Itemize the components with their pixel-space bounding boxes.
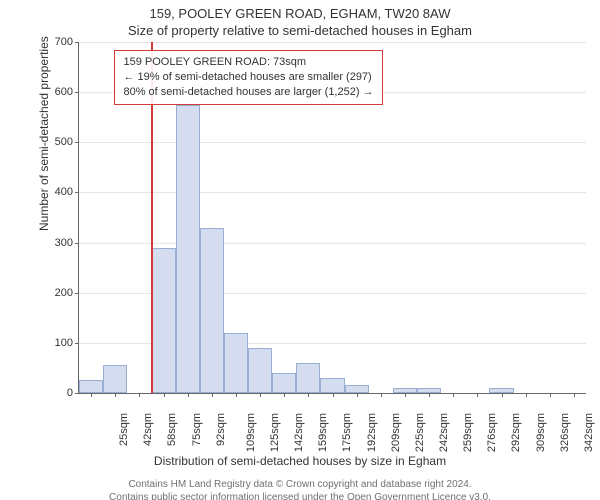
xtick-mark	[260, 393, 261, 397]
ytick-label: 400	[55, 186, 79, 198]
bar	[345, 385, 369, 393]
xtick-mark	[550, 393, 551, 397]
xtick-label: 58sqm	[166, 413, 178, 446]
xtick-label: 292sqm	[510, 413, 522, 452]
footer-line: Contains HM Land Registry data © Crown c…	[0, 478, 600, 491]
bar	[248, 348, 272, 393]
xtick-label: 309sqm	[535, 413, 547, 452]
xtick-label: 175sqm	[341, 413, 353, 452]
xtick-mark	[308, 393, 309, 397]
bar	[272, 373, 296, 393]
xtick-label: 276sqm	[486, 413, 498, 452]
xtick-mark	[453, 393, 454, 397]
xtick-label: 342sqm	[583, 413, 595, 452]
xtick-mark	[429, 393, 430, 397]
ytick-label: 100	[55, 337, 79, 349]
chart-container: 159, POOLEY GREEN ROAD, EGHAM, TW20 8AW …	[0, 6, 600, 500]
info-box-line: 159 POOLEY GREEN ROAD: 73sqm	[123, 55, 373, 70]
xtick-label: 75sqm	[191, 413, 203, 446]
bar	[224, 333, 248, 393]
xtick-label: 259sqm	[462, 413, 474, 452]
ytick-label: 0	[67, 387, 79, 399]
xtick-label: 42sqm	[142, 413, 154, 446]
ytick-label: 500	[55, 136, 79, 148]
xtick-label: 159sqm	[317, 413, 329, 452]
xtick-label: 92sqm	[215, 413, 227, 446]
ytick-label: 200	[55, 287, 79, 299]
page-subtitle: Size of property relative to semi-detach…	[0, 23, 600, 38]
xtick-mark	[526, 393, 527, 397]
xtick-mark	[164, 393, 165, 397]
xtick-mark	[188, 393, 189, 397]
bar	[79, 380, 103, 393]
xtick-mark	[333, 393, 334, 397]
info-box: 159 POOLEY GREEN ROAD: 73sqm← 19% of sem…	[114, 50, 382, 105]
xtick-mark	[574, 393, 575, 397]
xtick-mark	[502, 393, 503, 397]
xtick-mark	[381, 393, 382, 397]
xtick-mark	[236, 393, 237, 397]
xtick-mark	[405, 393, 406, 397]
gridline	[79, 243, 586, 244]
xtick-label: 192sqm	[366, 413, 378, 452]
xtick-mark	[477, 393, 478, 397]
page-title: 159, POOLEY GREEN ROAD, EGHAM, TW20 8AW	[0, 6, 600, 21]
ytick-label: 600	[55, 86, 79, 98]
plot-area: 010020030040050060070025sqm42sqm58sqm75s…	[78, 42, 586, 394]
xtick-label: 142sqm	[293, 413, 305, 452]
info-box-line: 80% of semi-detached houses are larger (…	[123, 85, 373, 100]
footer-line: Contains public sector information licen…	[0, 491, 600, 500]
gridline	[79, 42, 586, 43]
xtick-mark	[357, 393, 358, 397]
xtick-mark	[212, 393, 213, 397]
bar	[151, 248, 175, 393]
xtick-label: 225sqm	[414, 413, 426, 452]
xtick-mark	[115, 393, 116, 397]
chart-area: Number of semi-detached properties 01002…	[52, 42, 586, 420]
bar	[176, 105, 200, 393]
gridline	[79, 142, 586, 143]
y-axis-title: Number of semi-detached properties	[37, 36, 51, 231]
ytick-label: 300	[55, 237, 79, 249]
xtick-mark	[284, 393, 285, 397]
xtick-mark	[91, 393, 92, 397]
bar	[200, 228, 224, 393]
gridline	[79, 192, 586, 193]
ytick-label: 700	[55, 36, 79, 48]
bar	[103, 365, 127, 393]
bar	[296, 363, 320, 393]
xtick-label: 242sqm	[438, 413, 450, 452]
xtick-label: 326sqm	[559, 413, 571, 452]
xtick-label: 209sqm	[390, 413, 402, 452]
info-box-line: ← 19% of semi-detached houses are smalle…	[123, 70, 373, 85]
xtick-label: 25sqm	[118, 413, 130, 446]
xtick-label: 109sqm	[245, 413, 257, 452]
footer-attribution: Contains HM Land Registry data © Crown c…	[0, 478, 600, 500]
xtick-mark	[139, 393, 140, 397]
xtick-label: 125sqm	[269, 413, 281, 452]
bar	[320, 378, 344, 393]
x-axis-title: Distribution of semi-detached houses by …	[0, 454, 600, 468]
